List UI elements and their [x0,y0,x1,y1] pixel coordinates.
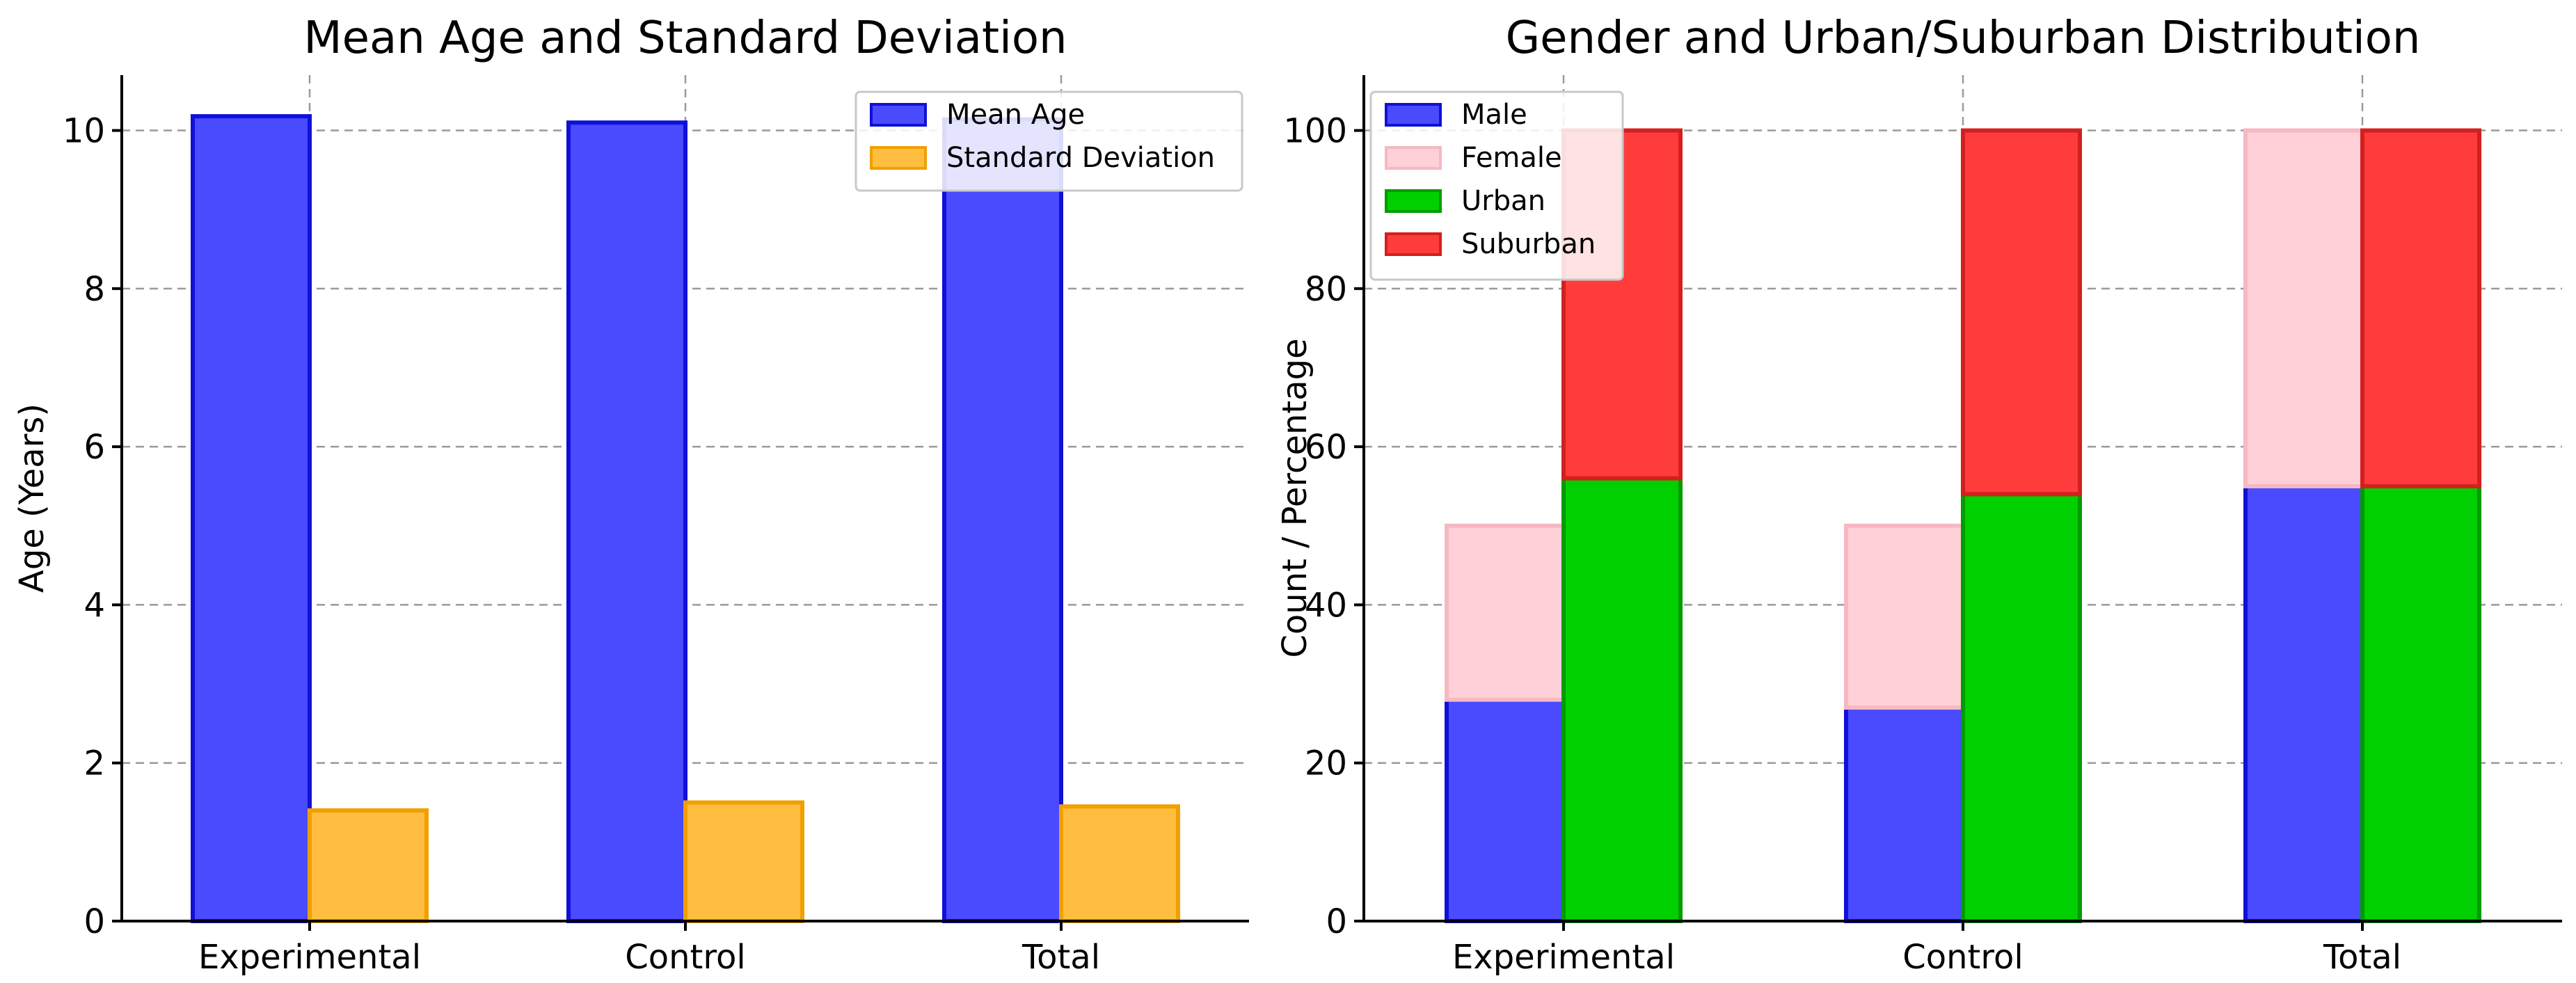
bar-standard-deviation-total [1059,804,1180,924]
legend-swatch-female [1385,146,1442,170]
legend-label-male: Male [1461,99,1527,131]
x-tick-label-total: Total [2323,938,2401,977]
left-chart-mean-age: 0 2 4 6 8 10 Experimental Control Total Mean Age … [13,13,1249,977]
bar-mean-age-control [566,120,687,924]
y-tick-label-60: 60 [1305,428,1347,467]
chart-title: Gender and Urban/Suburban Distribution [1506,13,2421,64]
x-tick-label-experimental: Experimental [198,938,421,977]
bar-urban-total [2360,483,2481,923]
bar-male-total [2243,483,2364,923]
legend-label-urban: Urban [1461,185,1545,217]
bar-standard-deviation-control [683,800,804,923]
legend-swatch-male [1385,103,1442,127]
bar-standard-deviation-experimental [308,808,429,924]
legend-swatch-suburban [1385,232,1442,256]
y-tick-label-0: 0 [84,902,105,941]
y-axis-label: Count / Percentage [1275,338,1314,657]
legend-frame [854,90,1243,192]
legend-swatch-mean-age [870,103,927,127]
x-tick-label-control: Control [1902,938,2024,977]
bar-female-experimental [1445,523,1566,702]
x-tick-label-control: Control [625,938,746,977]
bar-mean-age-total [942,117,1063,924]
legend-swatch-standard-deviation [870,146,927,170]
legend: Male Female Urban Suburban [1369,90,1624,281]
legend-swatch-urban [1385,189,1442,213]
right-chart-gender-location: 0 20 40 60 80 100 Experimental Control Total Gend… [1275,13,2562,977]
bar-urban-control [1961,492,2082,923]
bar-male-experimental [1445,697,1566,923]
bar-female-total [2243,128,2364,488]
bar-urban-experimental [1561,476,1683,923]
legend-label-suburban: Suburban [1461,228,1596,260]
bar-suburban-control [1961,128,2082,497]
y-tick-label-0: 0 [1326,902,1347,941]
y-tick-label-100: 100 [1283,112,1347,151]
y-axis-label: Age (Years) [13,403,51,593]
legend-label-standard-deviation: Standard Deviation [946,142,1215,174]
y-tick-label-4: 4 [84,586,105,625]
legend-label-mean-age: Mean Age [946,99,1085,131]
y-tick-label-10: 10 [63,112,105,151]
x-tick-label-experimental: Experimental [1452,938,1675,977]
y-tick-label-2: 2 [84,744,105,783]
chart-title: Mean Age and Standard Deviation [303,13,1067,64]
bar-mean-age-experimental [191,114,312,923]
y-tick-label-40: 40 [1305,586,1347,625]
legend: Mean Age Standard Deviation [854,90,1243,192]
y-tick-label-6: 6 [84,428,105,467]
bar-female-control [1844,523,1965,710]
y-tick-label-80: 80 [1305,270,1347,309]
x-tick-label-total: Total [1021,938,1100,977]
bar-male-control [1844,705,1965,923]
bar-suburban-total [2360,128,2481,488]
y-tick-label-20: 20 [1305,744,1347,783]
y-tick-label-8: 8 [84,270,105,309]
legend-label-female: Female [1461,142,1562,174]
